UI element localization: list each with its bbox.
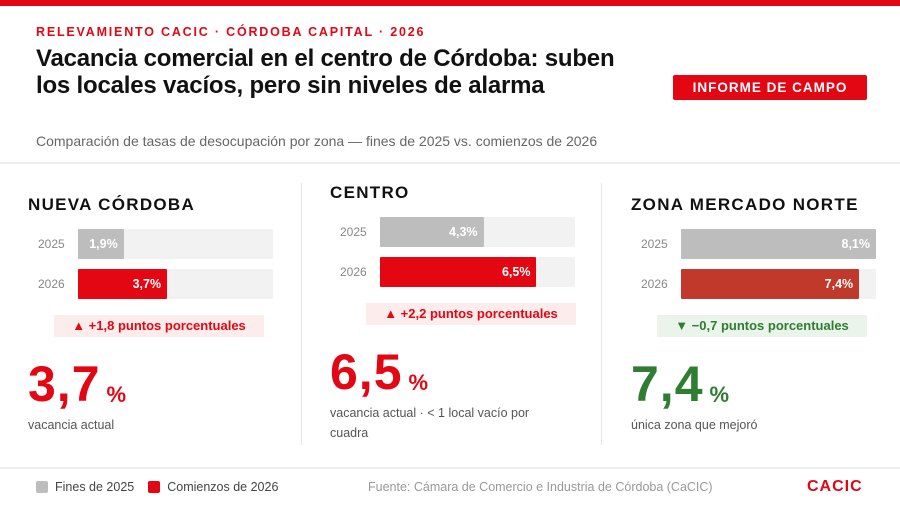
bar-row-2025: 2025 4,3% (330, 217, 590, 247)
legend-swatch-2026 (148, 481, 161, 493)
bar-track: 7,4% (681, 269, 876, 299)
bar-2026: 3,7% (78, 269, 168, 299)
subtitle: Comparación de tasas de desocupación por… (36, 133, 598, 149)
percent-sign: % (106, 382, 127, 407)
zone-note: vacancia actual (28, 418, 115, 432)
big-number: 3,7 (28, 356, 101, 412)
bar-row-2025: 2025 1,9% (28, 229, 288, 259)
year-label: 2025 (38, 237, 65, 251)
legend-label-2026: Comienzos de 2026 (167, 480, 279, 494)
footer-divider (0, 467, 900, 469)
kicker: RELEVAMIENTO CACIC · CÓRDOBA CAPITAL · 2… (36, 25, 426, 39)
report-badge: INFORME DE CAMPO (673, 75, 867, 100)
big-value: 3,7 % (28, 356, 288, 412)
zone-card: ZONA MERCADO NORTE 2025 8,1% 2026 7,4% ▼… (631, 195, 891, 435)
big-value: 6,5 % (330, 344, 590, 400)
bar-row-2026: 2026 6,5% (330, 257, 590, 287)
delta-badge: ▼ −0,7 puntos porcentuales (657, 315, 867, 337)
bar-row-2026: 2026 3,7% (28, 269, 288, 299)
zone-name: ZONA MERCADO NORTE (631, 195, 859, 214)
bar-track: 4,3% (380, 217, 575, 247)
source: Fuente: Cámara de Comercio e Industria d… (368, 480, 713, 494)
bar-2026: 6,5% (380, 257, 537, 287)
zone-note: vacancia actual · < 1 local vacío por cu… (330, 406, 530, 440)
legend-swatch-2025 (36, 481, 48, 493)
year-label: 2026 (340, 265, 367, 279)
bar-track: 1,9% (78, 229, 273, 259)
big-value: 7,4 % (631, 356, 891, 412)
percent-sign: % (709, 382, 730, 407)
delta-badge: ▲ +1,8 puntos porcentuales (54, 315, 264, 337)
bar-track: 8,1% (681, 229, 876, 259)
year-label: 2026 (641, 277, 668, 291)
bar-track: 3,7% (78, 269, 273, 299)
page-title: Vacancia comercial en el centro de Córdo… (36, 45, 615, 99)
brand-logo: CACIC (807, 478, 863, 495)
column-divider (601, 183, 602, 445)
zone-card: CENTRO 2025 4,3% 2026 6,5% ▲ +2,2 puntos… (330, 183, 590, 443)
bar-2025: 8,1% (681, 229, 876, 259)
top-accent-bar (0, 0, 900, 6)
big-number: 6,5 (330, 344, 403, 400)
year-label: 2025 (641, 237, 668, 251)
bar-2026: 7,4% (681, 269, 860, 299)
column-divider (301, 183, 302, 445)
zone-card: NUEVA CÓRDOBA 2025 1,9% 2026 3,7% ▲ +1,8… (28, 195, 288, 435)
bar-2025: 1,9% (78, 229, 124, 259)
delta-badge: ▲ +2,2 puntos porcentuales (366, 303, 576, 325)
legend-label-2025: Fines de 2025 (55, 480, 135, 494)
bar-row-2025: 2025 8,1% (631, 229, 891, 259)
year-label: 2025 (340, 225, 367, 239)
zone-name: CENTRO (330, 183, 410, 202)
year-label: 2026 (38, 277, 65, 291)
percent-sign: % (408, 370, 429, 395)
bar-2025: 4,3% (380, 217, 484, 247)
header-divider (0, 162, 900, 164)
bar-row-2026: 2026 7,4% (631, 269, 891, 299)
legend: Fines de 2025 Comienzos de 2026 (36, 480, 278, 494)
bar-track: 6,5% (380, 257, 575, 287)
zone-name: NUEVA CÓRDOBA (28, 195, 196, 214)
zone-note: única zona que mejoró (631, 418, 758, 432)
big-number: 7,4 (631, 356, 704, 412)
